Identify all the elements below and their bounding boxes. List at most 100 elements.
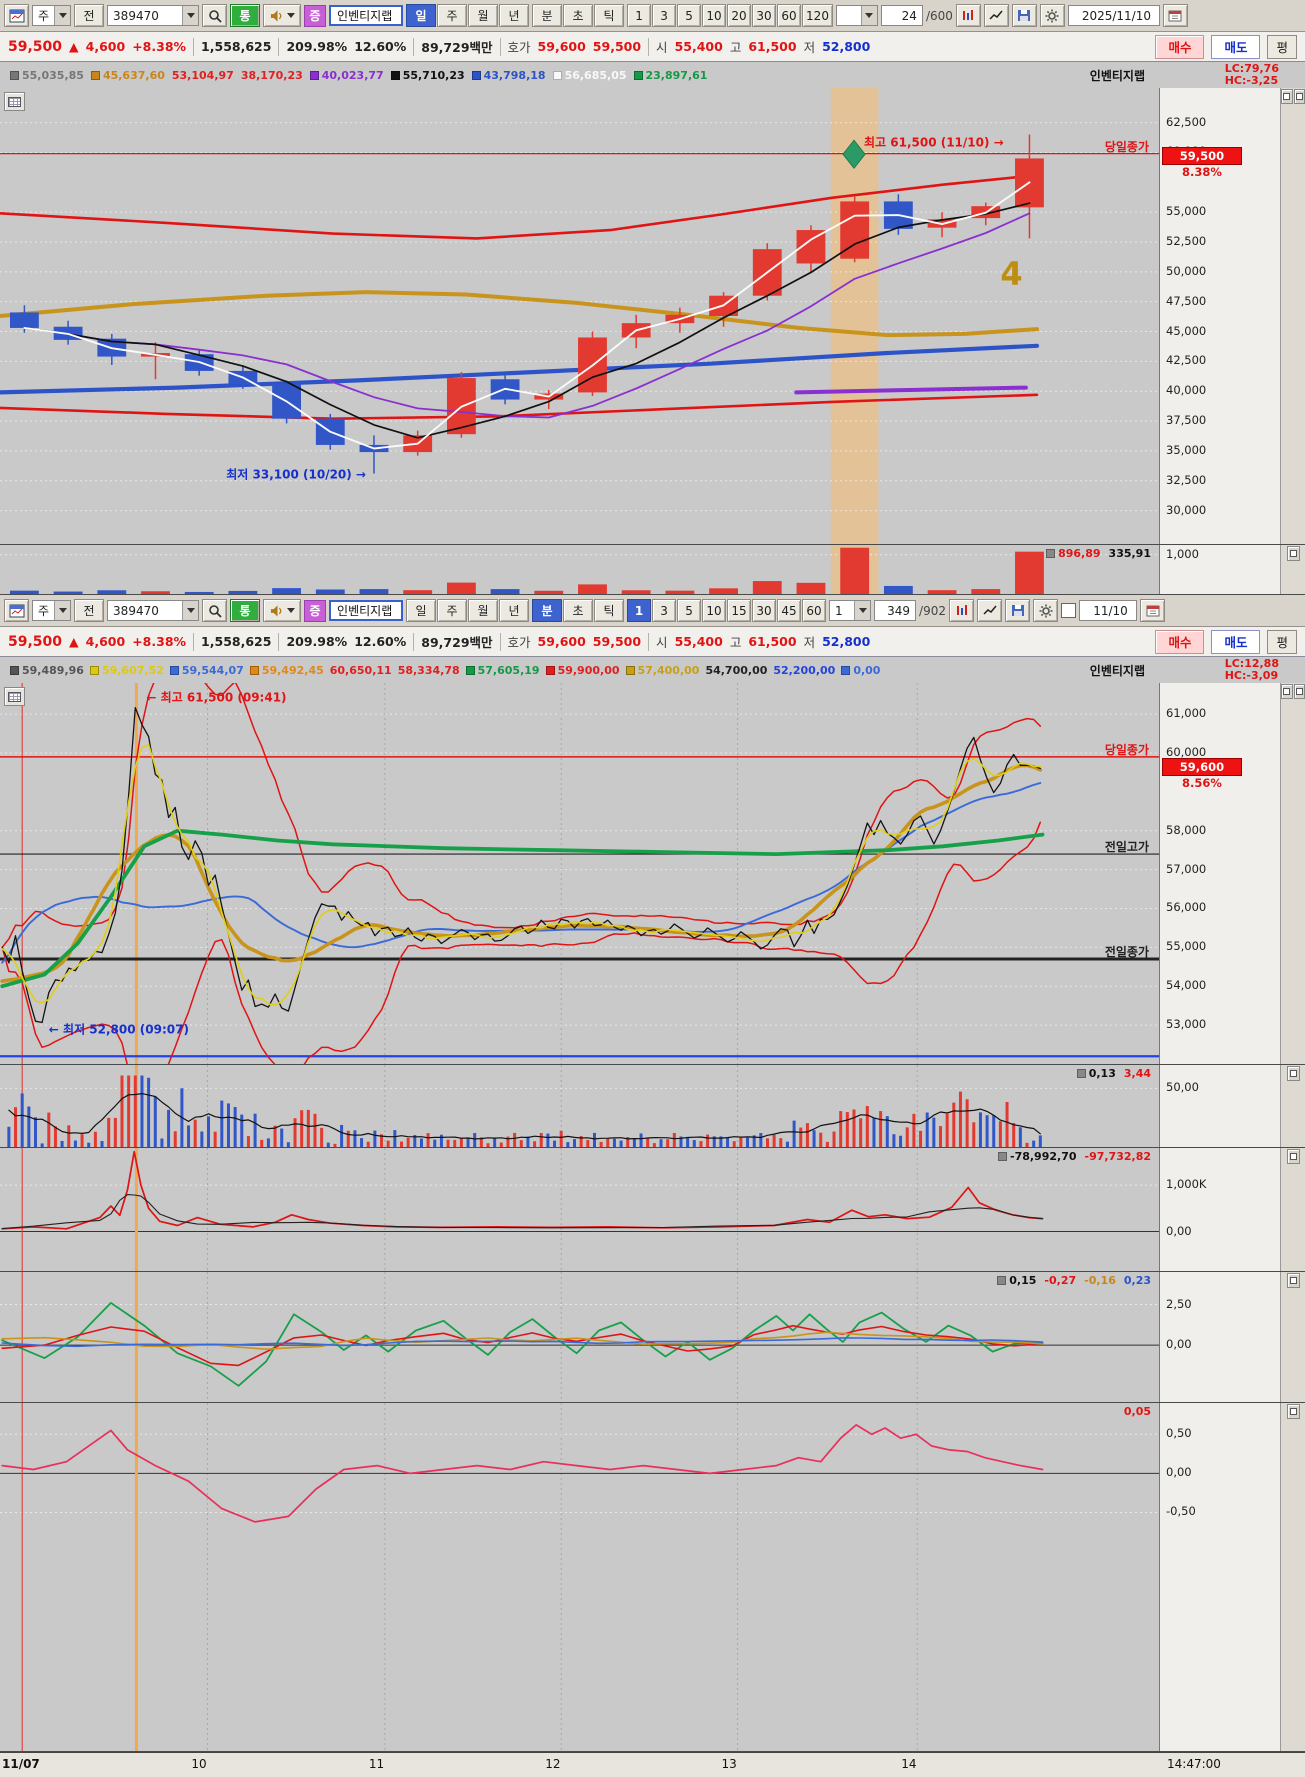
interval-button[interactable]: 60 xyxy=(777,4,802,27)
prev-stock-button[interactable]: 전 xyxy=(74,4,105,27)
weekly-volume-plot[interactable]: 896,89 335,91 xyxy=(0,545,1159,594)
interval-button[interactable]: 45 xyxy=(777,599,802,622)
stock-name-field[interactable]: 인벤티지랩 xyxy=(329,5,404,26)
line-tool-icon[interactable] xyxy=(977,599,1002,622)
stock-name-field[interactable]: 인벤티지랩 xyxy=(329,600,404,621)
y-tick-label: 52,500 xyxy=(1166,233,1207,248)
pane-resize-button[interactable] xyxy=(1286,1066,1300,1081)
tong-button[interactable]: 통 xyxy=(230,4,261,27)
interval-button[interactable]: 5 xyxy=(677,599,702,622)
lc-value: LC:12,88 xyxy=(1224,657,1279,670)
turnover-rate: 12.60% xyxy=(354,39,407,54)
chart-window-icon[interactable] xyxy=(4,599,29,622)
period-type-select[interactable]: 주 xyxy=(32,5,72,26)
period-button[interactable]: 년 xyxy=(499,4,530,27)
period-button[interactable]: 주 xyxy=(437,599,468,622)
interval-button[interactable]: 20 xyxy=(727,4,752,27)
tick-button[interactable]: 분 xyxy=(532,599,563,622)
period-button[interactable]: 일 xyxy=(406,4,437,27)
volume-bar xyxy=(453,1139,457,1147)
minute-volume-plot[interactable]: 0,13 3,44 xyxy=(0,1065,1159,1147)
checkbox[interactable] xyxy=(1061,603,1076,618)
interval-button[interactable]: 30 xyxy=(752,599,777,622)
avg-button[interactable]: 평 xyxy=(1267,629,1297,654)
pane-resize-button[interactable] xyxy=(1286,546,1300,561)
time-axis[interactable]: 11/07 10 11 12 13 14 14:47:00 xyxy=(0,1752,1305,1777)
pane-resize-button[interactable] xyxy=(1281,684,1293,699)
interval-button[interactable]: 10 xyxy=(702,599,727,622)
period-button[interactable]: 년 xyxy=(499,599,530,622)
interval-button[interactable]: 30 xyxy=(752,4,777,27)
date-field[interactable]: 11/10 xyxy=(1079,600,1137,621)
interval-select[interactable]: 1 xyxy=(829,600,872,621)
pane-resize-button[interactable] xyxy=(1293,684,1305,699)
oscillator-plot[interactable]: 0,15 -0,27 -0,16 0,23 xyxy=(0,1272,1159,1402)
calendar-icon[interactable] xyxy=(1140,599,1165,622)
tick-button[interactable]: 초 xyxy=(563,599,594,622)
candle-tool-icon[interactable] xyxy=(949,599,974,622)
volume-bar xyxy=(300,1110,304,1147)
line-tool-icon[interactable] xyxy=(983,4,1009,27)
pane-resize-button[interactable] xyxy=(1286,1404,1300,1419)
net-flow-plot[interactable]: -78,992,70 -97,732,82 xyxy=(0,1148,1159,1271)
candle-tool-icon[interactable] xyxy=(955,4,981,27)
stock-code-input[interactable]: 389470 xyxy=(107,5,200,26)
volume-bar xyxy=(173,1131,177,1147)
annotation: 최저 33,100 (10/20) → xyxy=(226,467,366,482)
volume-bar xyxy=(220,1100,224,1147)
interval-button[interactable]: 5 xyxy=(677,4,702,27)
interval-button[interactable]: 120 xyxy=(802,4,833,27)
tong-button[interactable]: 통 xyxy=(230,599,261,622)
interval-button[interactable]: 3 xyxy=(652,4,677,27)
interval-button[interactable]: 1 xyxy=(627,4,652,27)
period-button[interactable]: 월 xyxy=(468,4,499,27)
settings-gear-icon[interactable] xyxy=(1039,4,1065,27)
speaker-icon[interactable] xyxy=(263,4,302,27)
sell-button[interactable]: 매도 xyxy=(1211,629,1261,654)
bar-count-field[interactable]: 349 xyxy=(874,600,917,621)
sell-button[interactable]: 매도 xyxy=(1211,34,1261,59)
signal-canvas xyxy=(0,1403,1159,1751)
volume-bar xyxy=(340,1124,344,1147)
stock-code-input[interactable]: 389470 xyxy=(107,600,200,621)
interval-button[interactable]: 15 xyxy=(727,599,752,622)
search-icon[interactable] xyxy=(202,4,228,27)
speaker-icon[interactable] xyxy=(263,599,302,622)
volume-bar xyxy=(87,1142,91,1147)
avg-button[interactable]: 평 xyxy=(1267,34,1297,59)
chart-window-icon[interactable] xyxy=(4,4,29,27)
minute-price-plot[interactable]: 당일종가 전일고가 전일종가 ← 최고 61,500 (09:41) ← 최저 52,8… xyxy=(0,683,1159,1064)
interval-button[interactable]: 3 xyxy=(652,599,677,622)
interval-button[interactable]: 60 xyxy=(802,599,827,622)
signal-plot[interactable]: 0,05 xyxy=(0,1403,1159,1751)
tick-button[interactable]: 틱 xyxy=(594,4,625,27)
period-button[interactable]: 월 xyxy=(468,599,499,622)
pane-resize-button[interactable] xyxy=(1281,89,1293,104)
calendar-icon[interactable] xyxy=(1162,4,1188,27)
pane-resize-button[interactable] xyxy=(1293,89,1305,104)
save-icon[interactable] xyxy=(1011,4,1037,27)
period-button[interactable]: 주 xyxy=(437,4,468,27)
buy-button[interactable]: 매수 xyxy=(1155,34,1205,59)
settings-gear-icon[interactable] xyxy=(1033,599,1058,622)
prev-stock-button[interactable]: 전 xyxy=(74,599,105,622)
period-type-select[interactable]: 주 xyxy=(32,600,72,621)
interval-button[interactable]: 10 xyxy=(702,4,727,27)
pane-resize-button[interactable] xyxy=(1286,1273,1300,1288)
chart-grid-button[interactable] xyxy=(4,687,25,706)
period-button[interactable]: 일 xyxy=(406,599,437,622)
bar-count-field[interactable]: 24 xyxy=(880,5,923,26)
search-icon[interactable] xyxy=(202,599,228,622)
chart-grid-button[interactable] xyxy=(4,92,25,111)
save-icon[interactable] xyxy=(1005,599,1030,622)
buy-button[interactable]: 매수 xyxy=(1155,629,1205,654)
legend-item: 56,685,05 xyxy=(552,69,627,82)
tick-button[interactable]: 틱 xyxy=(594,599,625,622)
weekly-price-plot[interactable]: 당일종가 최고 61,500 (11/10) → 최저 33,100 (10/20)… xyxy=(0,88,1159,544)
interval-select[interactable] xyxy=(835,5,878,26)
pane-resize-button[interactable] xyxy=(1286,1149,1300,1164)
interval-button[interactable]: 1 xyxy=(627,599,652,622)
date-field[interactable]: 2025/11/10 xyxy=(1067,5,1160,26)
tick-button[interactable]: 분 xyxy=(532,4,563,27)
tick-button[interactable]: 초 xyxy=(563,4,594,27)
